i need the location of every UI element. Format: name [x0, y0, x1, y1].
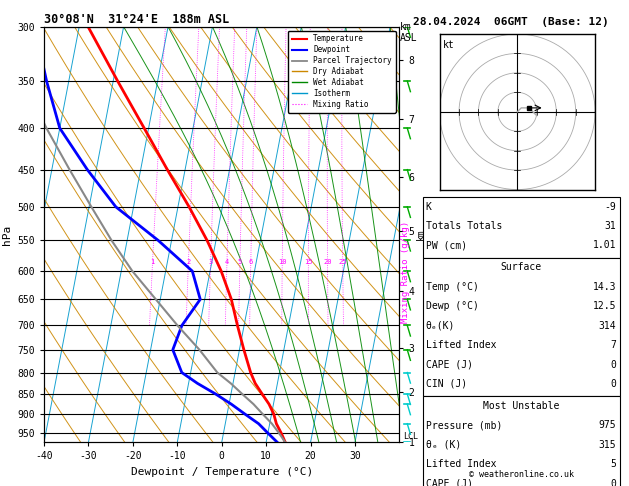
Text: 14.3: 14.3	[593, 282, 616, 292]
Text: 5: 5	[611, 459, 616, 469]
Text: Surface: Surface	[501, 262, 542, 272]
Text: Most Unstable: Most Unstable	[483, 401, 559, 411]
Text: 1: 1	[150, 259, 155, 265]
Text: Pressure (mb): Pressure (mb)	[426, 420, 502, 430]
Text: 5: 5	[238, 259, 242, 265]
Text: 3: 3	[208, 259, 213, 265]
Legend: Temperature, Dewpoint, Parcel Trajectory, Dry Adiabat, Wet Adiabat, Isotherm, Mi: Temperature, Dewpoint, Parcel Trajectory…	[288, 31, 396, 113]
Text: 6: 6	[248, 259, 253, 265]
Text: -9: -9	[604, 202, 616, 211]
Text: 0: 0	[611, 379, 616, 389]
Text: kt: kt	[443, 40, 455, 50]
Text: Lifted Index: Lifted Index	[426, 340, 496, 350]
Text: 0: 0	[611, 360, 616, 369]
Text: 10: 10	[278, 259, 286, 265]
Text: 30°08'N  31°24'E  188m ASL: 30°08'N 31°24'E 188m ASL	[44, 13, 230, 26]
Text: Lifted Index: Lifted Index	[426, 459, 496, 469]
Text: CAPE (J): CAPE (J)	[426, 360, 473, 369]
Text: km
ASL: km ASL	[399, 22, 417, 43]
Text: 1.01: 1.01	[593, 241, 616, 250]
Y-axis label: hPa: hPa	[2, 225, 12, 244]
Text: Temp (°C): Temp (°C)	[426, 282, 479, 292]
Text: 315: 315	[599, 440, 616, 450]
Text: 20: 20	[323, 259, 331, 265]
Y-axis label: km
ASL: km ASL	[416, 226, 437, 243]
Text: θₑ (K): θₑ (K)	[426, 440, 461, 450]
Text: 0: 0	[611, 479, 616, 486]
Text: 28.04.2024  06GMT  (Base: 12): 28.04.2024 06GMT (Base: 12)	[413, 17, 609, 27]
Text: Mixing Ratio (g/kg): Mixing Ratio (g/kg)	[401, 221, 409, 323]
Text: PW (cm): PW (cm)	[426, 241, 467, 250]
Text: LCL: LCL	[403, 432, 418, 440]
Text: Dewp (°C): Dewp (°C)	[426, 301, 479, 311]
Text: CAPE (J): CAPE (J)	[426, 479, 473, 486]
Text: 7: 7	[611, 340, 616, 350]
Text: 12.5: 12.5	[593, 301, 616, 311]
Text: K: K	[426, 202, 431, 211]
Text: 975: 975	[599, 420, 616, 430]
Text: 31: 31	[604, 221, 616, 231]
Text: CIN (J): CIN (J)	[426, 379, 467, 389]
Text: Totals Totals: Totals Totals	[426, 221, 502, 231]
Text: © weatheronline.co.uk: © weatheronline.co.uk	[469, 469, 574, 479]
Text: 25: 25	[338, 259, 347, 265]
X-axis label: Dewpoint / Temperature (°C): Dewpoint / Temperature (°C)	[131, 467, 313, 477]
Text: 314: 314	[599, 321, 616, 330]
Text: 15: 15	[304, 259, 313, 265]
Text: θₑ(K): θₑ(K)	[426, 321, 455, 330]
Text: 2: 2	[186, 259, 191, 265]
Text: 4: 4	[225, 259, 229, 265]
